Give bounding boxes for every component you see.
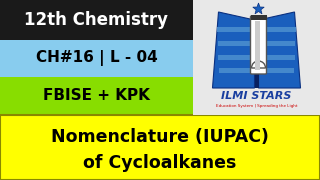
Bar (260, 55, 295, 60)
FancyBboxPatch shape (251, 16, 267, 74)
Text: FBISE + KPK: FBISE + KPK (43, 89, 150, 104)
Wedge shape (252, 61, 266, 68)
Text: 12th Chemistry: 12th Chemistry (25, 11, 169, 29)
Bar (219, 68, 252, 73)
Bar (218, 41, 252, 46)
Text: CH#16 | L - 04: CH#16 | L - 04 (36, 51, 157, 66)
Text: Education System | Spreading the Light: Education System | Spreading the Light (216, 104, 297, 108)
Bar (0, 115, 320, 180)
Bar (218, 55, 252, 60)
Text: Nomenclature (IUPAC): Nomenclature (IUPAC) (51, 128, 269, 146)
Bar (254, 17, 259, 88)
Bar (217, 27, 252, 32)
Bar (260, 41, 295, 46)
Text: ILMI STARS: ILMI STARS (221, 91, 292, 101)
Bar (251, 15, 267, 20)
Bar (260, 68, 294, 73)
Polygon shape (253, 3, 264, 14)
Polygon shape (259, 12, 300, 88)
Bar (193, 0, 320, 115)
Bar (0, 77, 193, 115)
Bar (0, 40, 193, 77)
Polygon shape (212, 12, 254, 88)
Bar (0, 0, 193, 40)
Bar (254, 21, 260, 70)
Text: of Cycloalkanes: of Cycloalkanes (83, 154, 237, 172)
Bar (260, 27, 296, 32)
